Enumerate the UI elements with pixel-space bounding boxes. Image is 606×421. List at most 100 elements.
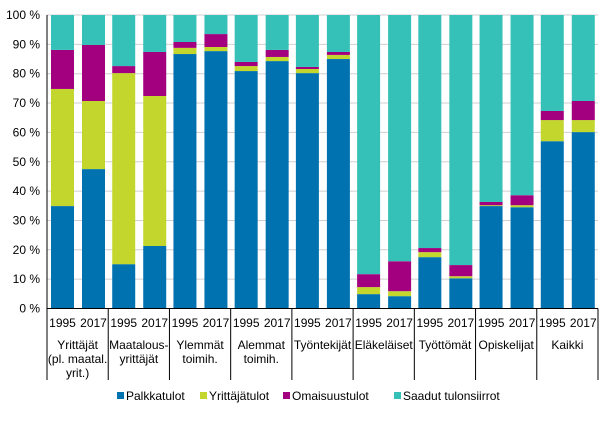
bar-segment	[510, 205, 534, 208]
bar-segment	[82, 169, 105, 309]
x-year-label: 1995	[355, 316, 382, 330]
bar-segment	[143, 96, 167, 246]
bar-segment	[326, 59, 350, 309]
y-tick-label: 90 %	[13, 37, 41, 51]
bar-segment	[173, 15, 197, 43]
bar-segment	[479, 205, 503, 207]
x-category-label: Eläkeläiset	[355, 338, 414, 352]
x-year-label: 1995	[49, 316, 76, 330]
bar-segment	[326, 51, 350, 55]
bar-segment	[295, 66, 319, 70]
legend-swatch	[394, 392, 401, 399]
bar-segment	[479, 201, 503, 206]
bar-segment	[51, 49, 74, 89]
x-category-label: toimih.	[244, 352, 279, 366]
bar-segment	[540, 110, 564, 121]
x-year-label: 2017	[264, 316, 291, 330]
y-tick-label: 40 %	[13, 184, 41, 198]
bar-segment	[449, 265, 473, 277]
x-year-label: 1995	[416, 316, 443, 330]
bar-segment	[510, 195, 534, 206]
y-tick-label: 30 %	[13, 213, 41, 227]
bar-segment	[418, 252, 442, 258]
x-year-label: 2017	[141, 316, 168, 330]
x-category-label: Alemmat	[238, 338, 286, 352]
bar-segment	[357, 274, 381, 288]
bar-segment	[204, 15, 228, 35]
bar-segment	[234, 15, 258, 62]
bar-segment	[418, 257, 442, 309]
bar-segment	[571, 120, 595, 133]
bar-segment	[143, 245, 167, 309]
bar-segment	[449, 276, 473, 279]
bar-segment	[388, 15, 412, 262]
x-year-label: 1995	[478, 316, 505, 330]
bar-segment	[571, 100, 595, 121]
x-year-label: 2017	[447, 316, 474, 330]
bar-segment	[265, 15, 289, 50]
y-tick-label: 100 %	[6, 8, 40, 22]
x-category-label: Ylemmät	[176, 338, 224, 352]
x-year-label: 1995	[294, 316, 321, 330]
bar-segment	[388, 296, 412, 309]
y-tick-label: 0 %	[19, 302, 40, 316]
bar-segment	[357, 287, 381, 295]
bar-segment	[143, 51, 167, 97]
bar-segment	[326, 54, 350, 60]
bar-segment	[295, 73, 319, 309]
x-year-label: 1995	[172, 316, 199, 330]
bar-segment	[173, 42, 197, 48]
legend-swatch	[283, 392, 290, 399]
x-category-label: Kaikki	[551, 338, 583, 352]
x-category-label: toimih.	[182, 352, 217, 366]
bar-segment	[449, 15, 473, 266]
bar-segment	[173, 54, 197, 309]
x-category-label: Työntekijät	[294, 338, 352, 352]
x-category-label: yrittäjät	[119, 352, 158, 366]
bar-segment	[479, 206, 503, 309]
bar-segment	[204, 34, 228, 47]
bar-segment	[82, 15, 105, 45]
bar-segment	[388, 291, 412, 297]
bar-segment	[112, 73, 136, 265]
x-year-label: 2017	[80, 316, 107, 330]
legend-label: Omaisuustulot	[292, 389, 369, 403]
bar-segment	[295, 15, 319, 67]
bar-segment	[82, 100, 105, 170]
bar-segment	[326, 15, 350, 52]
x-year-label: 2017	[203, 316, 230, 330]
bar-segment	[204, 51, 228, 309]
bar-segment	[112, 264, 136, 309]
bar-segment	[265, 49, 289, 57]
bar-segment	[510, 15, 534, 196]
bar-segment	[418, 248, 442, 253]
bar-segment	[51, 15, 74, 50]
y-tick-label: 10 %	[13, 272, 41, 286]
legend-label: Palkkatulot	[126, 389, 185, 403]
bar-segment	[479, 15, 503, 202]
bar-segment	[357, 294, 381, 309]
bar-segment	[449, 278, 473, 309]
x-year-label: 1995	[233, 316, 260, 330]
legend-label: Yrittäjätulot	[209, 389, 270, 403]
legend-swatch	[200, 392, 207, 399]
bar-segment	[540, 15, 564, 111]
y-tick-label: 60 %	[13, 125, 41, 139]
bar-segment	[234, 71, 258, 309]
x-year-label: 2017	[325, 316, 352, 330]
x-category-label: Työttömät	[419, 338, 472, 352]
x-year-label: 1995	[110, 316, 137, 330]
x-category-label: Yrittäjät	[57, 338, 98, 352]
bar-segment	[540, 141, 564, 309]
bar-segment	[143, 15, 167, 52]
bar-segment	[540, 120, 564, 142]
y-tick-label: 20 %	[13, 243, 41, 257]
bar-segment	[571, 15, 595, 101]
legend-swatch	[117, 392, 124, 399]
bar-segment	[204, 46, 228, 52]
x-year-label: 2017	[386, 316, 413, 330]
x-category-label: Maatalous-	[109, 338, 168, 352]
bar-segment	[82, 44, 105, 101]
x-year-label: 1995	[539, 316, 566, 330]
